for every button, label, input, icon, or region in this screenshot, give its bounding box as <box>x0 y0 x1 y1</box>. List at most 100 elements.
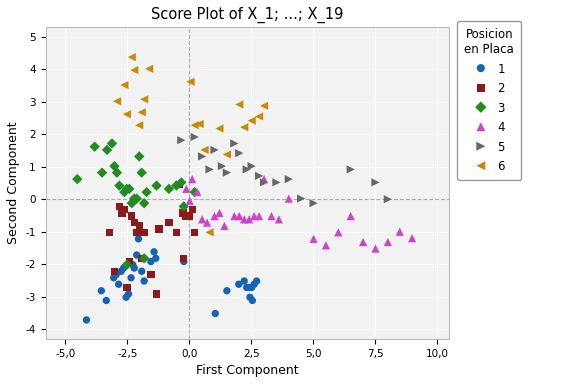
2 <box>105 229 114 235</box>
3 <box>177 179 186 185</box>
3 <box>124 186 134 192</box>
4 <box>395 228 404 235</box>
6 <box>120 82 129 88</box>
4 <box>408 235 417 241</box>
6 <box>259 103 268 109</box>
2 <box>146 271 156 278</box>
6 <box>215 126 224 132</box>
3 <box>179 203 188 209</box>
4 <box>181 186 191 192</box>
3 <box>120 189 129 195</box>
4 <box>249 213 259 219</box>
4 <box>358 239 367 245</box>
3 <box>127 200 137 206</box>
3 <box>142 189 151 195</box>
3 <box>90 144 99 150</box>
4 <box>383 239 392 245</box>
3 <box>137 170 146 176</box>
4 <box>245 216 254 222</box>
6 <box>112 98 122 104</box>
5 <box>346 166 355 172</box>
5 <box>198 153 207 159</box>
1 <box>222 288 232 294</box>
3 <box>107 141 116 147</box>
1 <box>240 278 249 284</box>
1 <box>122 294 131 300</box>
2 <box>181 213 190 219</box>
4 <box>185 198 194 204</box>
3 <box>110 163 119 169</box>
6 <box>200 147 209 153</box>
1 <box>97 288 106 294</box>
2 <box>130 220 139 226</box>
4 <box>230 213 239 219</box>
1 <box>149 249 158 255</box>
6 <box>137 109 146 115</box>
1 <box>245 285 254 291</box>
4 <box>284 195 293 202</box>
2 <box>154 226 164 232</box>
3 <box>97 170 107 176</box>
5 <box>222 170 232 176</box>
4 <box>234 213 244 219</box>
2 <box>132 229 141 235</box>
4 <box>267 213 276 219</box>
3 <box>132 195 141 202</box>
2 <box>190 229 199 235</box>
5 <box>255 173 264 179</box>
5 <box>272 179 281 185</box>
1 <box>134 236 143 242</box>
4 <box>210 213 219 219</box>
3 <box>73 176 82 182</box>
1 <box>211 310 220 316</box>
5 <box>242 166 251 172</box>
1 <box>109 275 118 281</box>
1 <box>242 285 251 291</box>
3 <box>139 200 149 206</box>
1 <box>247 285 256 291</box>
6 <box>145 66 154 72</box>
2 <box>135 223 144 229</box>
1 <box>139 278 149 284</box>
1 <box>151 255 160 262</box>
6 <box>222 151 232 157</box>
2 <box>179 255 188 262</box>
2 <box>164 220 173 226</box>
2 <box>139 229 149 235</box>
2 <box>127 213 137 219</box>
X-axis label: First Component: First Component <box>196 364 299 377</box>
4 <box>220 223 229 229</box>
1 <box>116 268 126 274</box>
2 <box>188 207 197 213</box>
Title: Score Plot of X_1; ...; X_19: Score Plot of X_1; ...; X_19 <box>151 7 344 23</box>
3 <box>112 170 122 176</box>
1 <box>82 317 91 323</box>
4 <box>240 216 249 222</box>
5 <box>230 141 239 147</box>
6 <box>186 79 195 85</box>
6 <box>130 67 139 73</box>
1 <box>119 265 128 271</box>
4 <box>198 216 207 222</box>
4 <box>215 210 224 216</box>
5 <box>297 195 306 202</box>
4 <box>334 229 343 235</box>
3 <box>172 182 181 189</box>
4 <box>202 220 211 226</box>
5 <box>190 134 199 140</box>
6 <box>234 101 244 108</box>
2 <box>179 210 188 216</box>
2 <box>110 268 119 274</box>
5 <box>210 147 219 153</box>
6 <box>255 113 264 119</box>
Y-axis label: Second Component: Second Component <box>7 122 20 244</box>
2 <box>124 258 134 265</box>
5 <box>371 179 380 185</box>
2 <box>152 291 161 297</box>
6 <box>205 229 214 235</box>
1 <box>249 281 259 287</box>
1 <box>114 281 123 287</box>
4 <box>346 213 355 219</box>
5 <box>259 179 268 185</box>
6 <box>190 122 199 128</box>
